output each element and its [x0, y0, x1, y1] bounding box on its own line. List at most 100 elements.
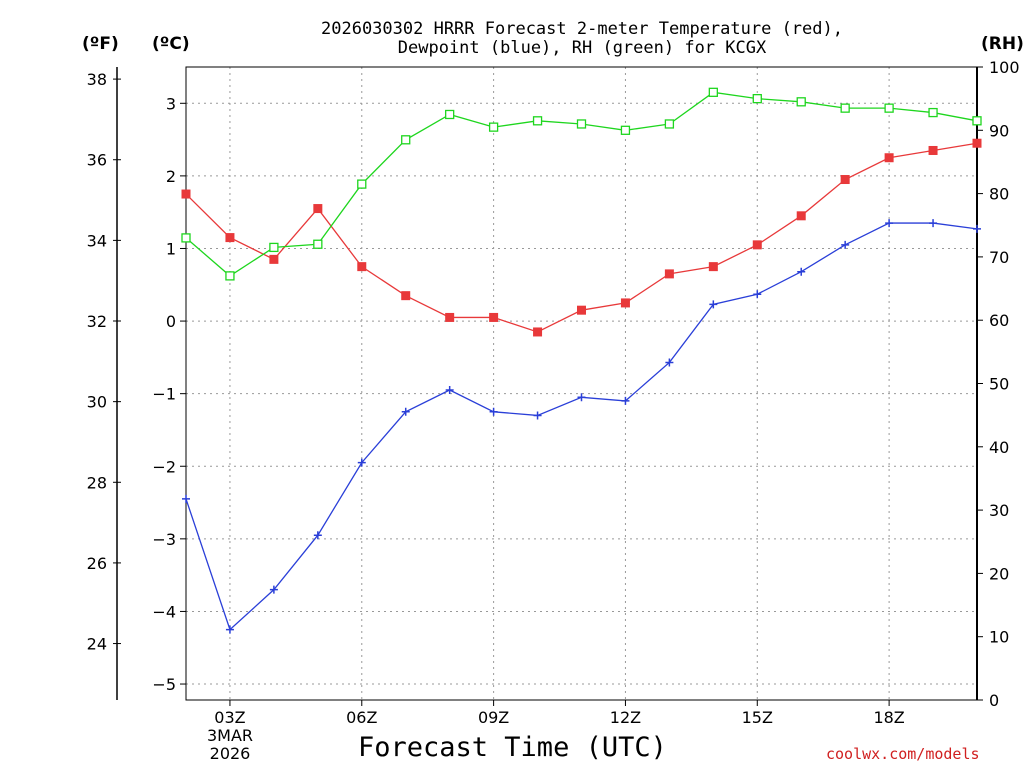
- temperature-point: [796, 211, 806, 221]
- temperature-point: [620, 298, 630, 308]
- dewpoint-point: [489, 407, 498, 416]
- plot-frame: [185, 66, 978, 701]
- temperature-point: [313, 204, 323, 214]
- rh-tick-label: 40: [989, 438, 1009, 457]
- dewpoint-point: [313, 531, 322, 540]
- rh-tick-label: 80: [989, 185, 1009, 204]
- dewpoint-point: [797, 267, 806, 276]
- rh-point: [401, 135, 411, 145]
- celsius-tick-label: 1: [166, 239, 176, 258]
- x-tick-label: 03Z: [214, 708, 245, 727]
- x-tick-label: 15Z: [742, 708, 773, 727]
- celsius-tick-label: −3: [152, 530, 176, 549]
- rh-point: [840, 103, 850, 113]
- temperature-point: [401, 291, 411, 301]
- celsius-unit-label: (ºC): [152, 34, 190, 54]
- rh-tick-label: 60: [989, 311, 1009, 330]
- tick-labels: 03Z 06Z 09Z 12Z 15Z 18Z −5 −4 −3 −2 −1 0 1 2 3 24 26 28 30…: [87, 58, 1020, 727]
- fahrenheit-tick-label: 30: [87, 393, 107, 412]
- x-axis-title: Forecast Time (UTC): [358, 732, 667, 763]
- dewpoint-point: [841, 240, 850, 249]
- celsius-tick-label: 3: [166, 94, 176, 113]
- temperature-point: [664, 269, 674, 279]
- chart-title-line-1: 2026030302 HRRR Forecast 2-meter Tempera…: [321, 19, 843, 39]
- temperature-point: [225, 233, 235, 243]
- rh-tick-label: 100: [989, 58, 1020, 77]
- rh-point: [225, 271, 235, 281]
- fahrenheit-tick-label: 38: [87, 70, 107, 89]
- celsius-tick-label: 0: [166, 312, 176, 331]
- temperature-point: [708, 262, 718, 272]
- rh-point: [620, 125, 631, 135]
- dewpoint-point: [621, 396, 630, 405]
- fahrenheit-tick-label: 34: [87, 231, 107, 250]
- temperature-line: [185, 142, 978, 333]
- rh-point: [928, 107, 938, 118]
- temperature-point: [489, 312, 499, 322]
- dewpoint-point: [665, 358, 674, 367]
- rh-point: [488, 122, 499, 132]
- x-tick-label: 18Z: [873, 708, 904, 727]
- temperature-point: [357, 262, 367, 272]
- dewpoint-point: [753, 290, 762, 299]
- temperature-point: [533, 327, 543, 337]
- rh-tick-label: 70: [989, 248, 1009, 267]
- temperature-point: [884, 153, 894, 163]
- temperature-point: [840, 175, 850, 185]
- fahrenheit-unit-label: (ºF): [82, 34, 119, 54]
- credit-text: coolwx.com/models: [826, 745, 980, 763]
- rh-point: [752, 94, 762, 104]
- temperature-point: [928, 145, 938, 155]
- rh-tick-label: 10: [989, 628, 1009, 647]
- dewpoint-point: [269, 585, 278, 594]
- x-tick-label: 09Z: [478, 708, 509, 727]
- dewpoint-point: [401, 407, 410, 416]
- dewpoint-point: [929, 219, 938, 228]
- celsius-tick-label: −4: [152, 602, 176, 621]
- x-tick-label: 12Z: [610, 708, 641, 727]
- rh-tick-label: 50: [989, 375, 1009, 394]
- dewpoint-point: [533, 411, 542, 420]
- rh-tick-label: 30: [989, 501, 1009, 520]
- rh-point: [884, 103, 894, 113]
- series-markers: [181, 87, 982, 634]
- temperature-point: [269, 254, 279, 264]
- rh-tick-label: 90: [989, 121, 1009, 140]
- rh-point: [708, 87, 718, 97]
- dewpoint-point: [225, 625, 234, 634]
- rh-point: [357, 179, 367, 189]
- temperature-point: [181, 189, 191, 199]
- temperature-point: [752, 240, 762, 250]
- chart-title-line-2: Dewpoint (blue), RH (green) for KCGX: [397, 38, 767, 58]
- celsius-tick-label: −5: [152, 675, 176, 694]
- dewpoint-point: [357, 458, 366, 467]
- dewpoint-point: [445, 386, 454, 395]
- dewpoint-point: [577, 393, 586, 402]
- dewpoint-point: [885, 219, 894, 228]
- rh-tick-label: 20: [989, 564, 1009, 583]
- fahrenheit-tick-label: 24: [87, 635, 107, 654]
- fahrenheit-tick-label: 28: [87, 473, 107, 492]
- dewpoint-line: [185, 222, 978, 631]
- celsius-tick-label: 2: [166, 167, 176, 186]
- axes: [113, 66, 983, 706]
- rh-point: [313, 239, 323, 249]
- dewpoint-point: [973, 224, 981, 233]
- rh-point: [796, 97, 806, 107]
- rh-point: [181, 233, 191, 243]
- celsius-tick-label: −1: [152, 385, 176, 404]
- grid-lines: [186, 67, 977, 700]
- rh-point: [576, 119, 587, 129]
- rh-point: [664, 119, 675, 129]
- rh-point: [972, 116, 982, 126]
- date-year-label: 2026: [209, 744, 251, 763]
- date-day-label: 3MAR: [206, 726, 254, 745]
- celsius-tick-label: −2: [152, 457, 176, 476]
- dewpoint-point: [182, 494, 190, 503]
- rh-point: [269, 242, 279, 253]
- fahrenheit-tick-label: 32: [87, 312, 107, 331]
- fahrenheit-tick-label: 26: [87, 554, 107, 573]
- rh-tick-label: 0: [989, 691, 999, 710]
- series-lines: [185, 91, 978, 631]
